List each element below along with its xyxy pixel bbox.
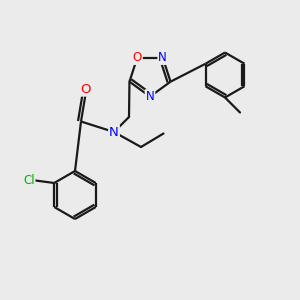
Text: N: N <box>109 125 119 139</box>
Text: Cl: Cl <box>23 173 34 187</box>
Text: O: O <box>133 51 142 64</box>
Text: N: N <box>158 51 167 64</box>
Text: N: N <box>146 90 154 103</box>
Text: O: O <box>80 82 91 96</box>
